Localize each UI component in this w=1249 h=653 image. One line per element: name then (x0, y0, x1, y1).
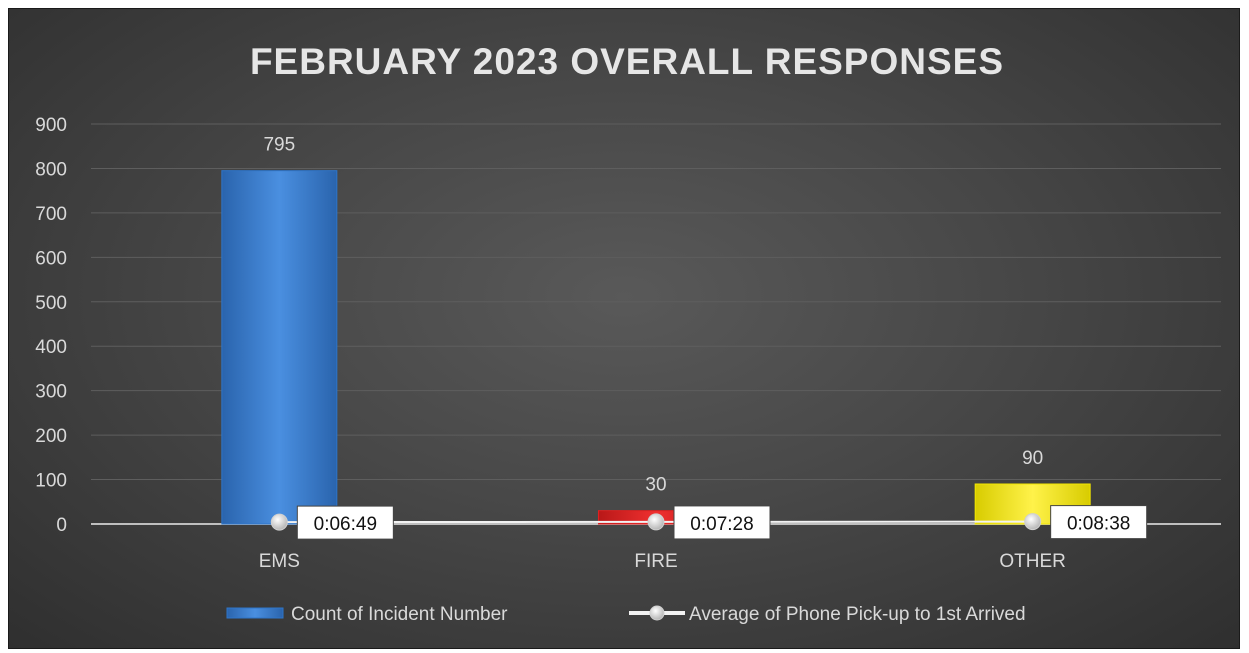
y-tick-label: 500 (35, 293, 67, 314)
x-category-label: OTHER (999, 551, 1066, 572)
chart-frame: FEBRUARY 2023 OVERALL RESPONSES 0 100 200 3… (8, 8, 1240, 649)
labels-layer: 795 30 90 EMS FIRE OTHER 0:06:49 0:07:28 0:08:38 (259, 135, 1148, 572)
line-data-label-box (296, 505, 394, 540)
y-tick-label: 900 (35, 115, 67, 136)
grid-layer: 0 100 200 300 400 500 600 700 800 900 (35, 115, 1221, 536)
line-data-label-box (1050, 505, 1148, 540)
y-tick-label: 700 (35, 204, 67, 225)
legend-swatch-bar (226, 607, 284, 619)
bar-data-label: 30 (645, 475, 666, 496)
line-data-label: 0:07:28 (690, 514, 753, 535)
bar-ems (221, 170, 338, 525)
x-category-label: FIRE (634, 551, 677, 572)
line-data-label: 0:08:38 (1067, 514, 1130, 535)
line-layer (270, 513, 1042, 531)
chart-svg: FEBRUARY 2023 OVERALL RESPONSES 0 100 200 3… (35, 41, 1221, 625)
line-marker (647, 513, 665, 531)
bar-data-label: 90 (1022, 448, 1043, 469)
line-data-label-box (673, 505, 771, 540)
line-data-label: 0:06:49 (314, 514, 377, 535)
bar-data-label: 795 (263, 135, 295, 156)
chart-title: FEBRUARY 2023 OVERALL RESPONSES (250, 41, 1004, 82)
y-tick-label: 400 (35, 337, 67, 358)
y-tick-label: 600 (35, 248, 67, 269)
line-marker (1024, 513, 1042, 531)
legend: Count of Incident Number Average of Phone… (226, 604, 1026, 625)
bars-layer (221, 170, 1091, 525)
x-category-label: EMS (259, 551, 300, 572)
y-tick-label: 800 (35, 159, 67, 180)
y-tick-label: 100 (35, 471, 67, 492)
y-tick-label: 300 (35, 382, 67, 403)
y-tick-label: 0 (56, 515, 67, 536)
legend-swatch-marker (649, 605, 665, 621)
legend-label-average: Average of Phone Pick-up to 1st Arrived (689, 604, 1026, 625)
line-marker (270, 513, 288, 531)
y-tick-label: 200 (35, 426, 67, 447)
legend-label-count: Count of Incident Number (291, 604, 508, 625)
